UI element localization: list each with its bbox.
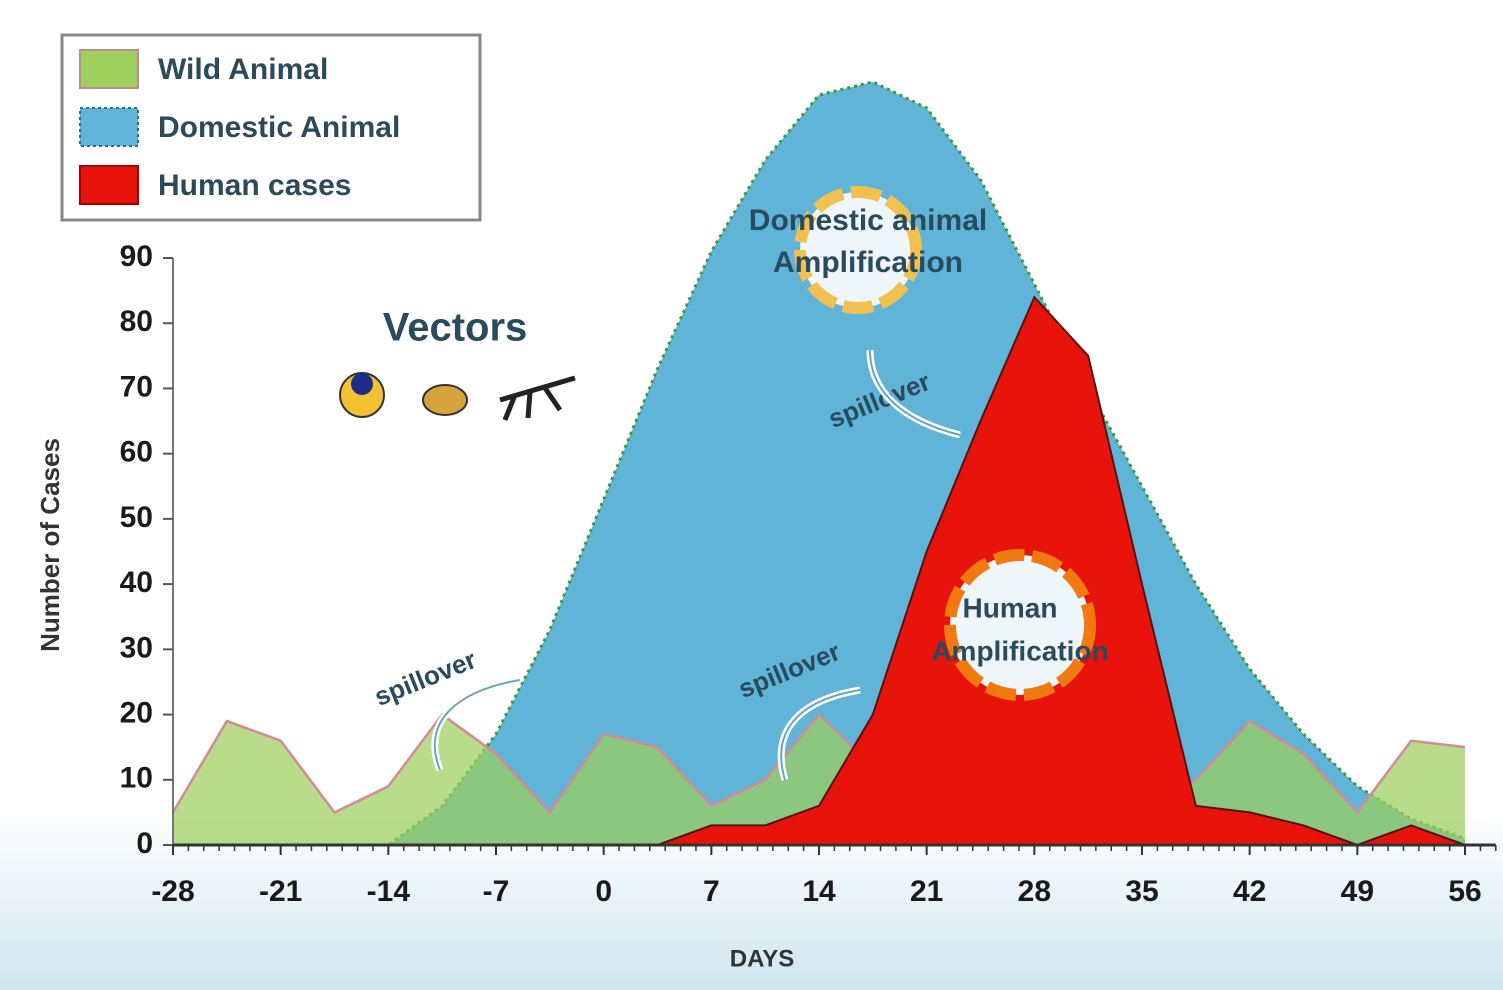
x-tick-label: 42 xyxy=(1233,875,1266,908)
x-tick-label: -28 xyxy=(151,875,194,908)
y-tick-label: 70 xyxy=(120,370,153,403)
y-tick-label: 10 xyxy=(120,762,153,795)
y-tick-label: 90 xyxy=(120,240,153,273)
legend: Wild Animal Domestic Animal Human cases xyxy=(60,33,482,222)
x-tick-label: 7 xyxy=(703,875,720,908)
legend-swatch xyxy=(79,49,139,89)
x-tick-label: 21 xyxy=(910,875,943,908)
annotation: Amplification xyxy=(931,635,1108,666)
x-tick-label: 28 xyxy=(1018,875,1051,908)
vector-icon xyxy=(499,375,576,421)
x-tick-label: -14 xyxy=(367,875,411,908)
spillover-arrow xyxy=(780,689,861,781)
y-tick-label: 60 xyxy=(120,436,153,469)
x-tick-label: 35 xyxy=(1125,875,1158,908)
x-axis-label: DAYS xyxy=(730,945,794,972)
legend-label: Domestic Animal xyxy=(158,111,400,144)
annotation: Amplification xyxy=(773,246,963,279)
annotation: Human xyxy=(963,592,1058,623)
x-tick-label: -21 xyxy=(259,875,302,908)
x-tick-label: 14 xyxy=(802,875,836,908)
legend-label: Human cases xyxy=(158,169,351,202)
y-tick-label: 20 xyxy=(120,696,153,729)
amplification-halo xyxy=(944,549,1096,701)
y-tick-label: 30 xyxy=(120,631,153,664)
plot-area: 0 10 20 30 40 50 60 70 80 90 -28 -21 -14 -7 0 7 14 21 28 35… xyxy=(120,80,1497,908)
annotation: Domestic animal xyxy=(749,204,987,237)
spillover-arrow xyxy=(869,349,961,436)
legend-swatch xyxy=(79,165,139,205)
vector-icon xyxy=(351,373,373,395)
spillover-arrow xyxy=(433,679,521,771)
area-outline xyxy=(171,712,1466,815)
x-tick-label: -7 xyxy=(483,875,510,908)
y-tick-label: 80 xyxy=(120,305,153,338)
area xyxy=(173,297,1466,846)
amplification-halo xyxy=(794,186,922,314)
x-tick-label: 0 xyxy=(595,875,612,908)
legend-swatch xyxy=(79,107,139,147)
y-axis-label: Number of Cases xyxy=(35,438,65,652)
x-tick-label: 49 xyxy=(1341,875,1374,908)
y-tick-label: 40 xyxy=(120,566,153,599)
annotation: Vectors xyxy=(383,306,528,350)
y-tick-label: 0 xyxy=(136,827,153,860)
x-tick-label: 56 xyxy=(1448,875,1481,908)
vector-icon xyxy=(422,384,468,416)
legend-label: Wild Animal xyxy=(158,53,328,86)
y-tick-label: 50 xyxy=(120,501,153,534)
